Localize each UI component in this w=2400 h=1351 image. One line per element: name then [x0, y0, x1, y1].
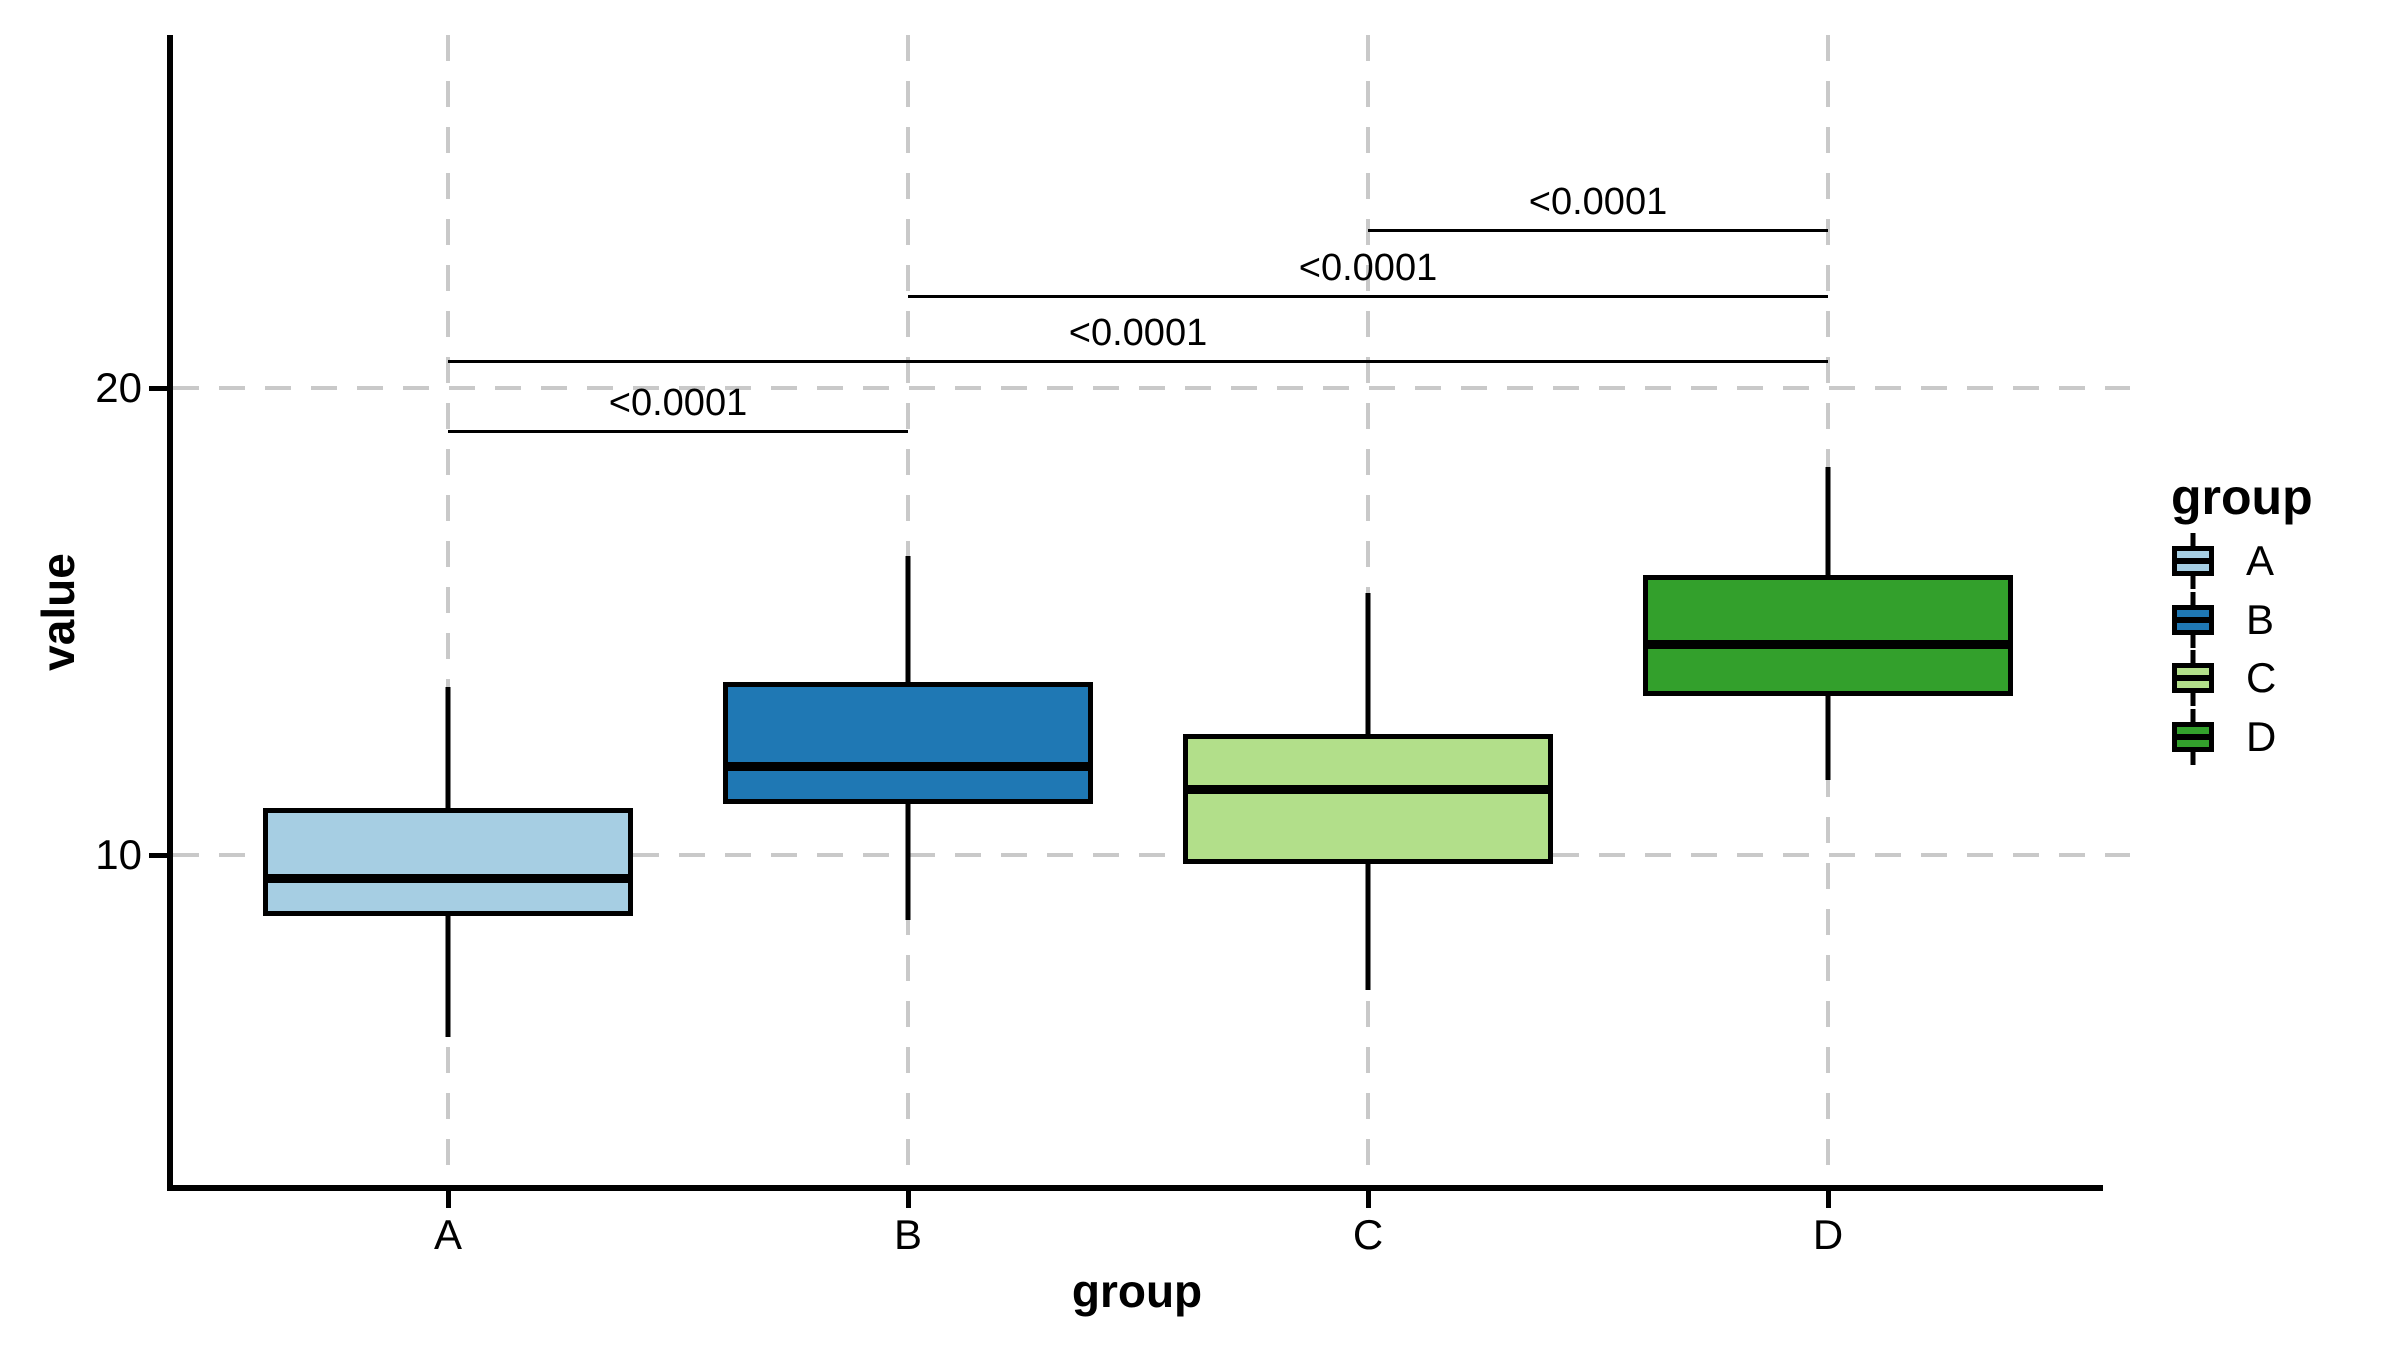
- legend-label-A: A: [2246, 537, 2275, 584]
- legend-glyph-median: [2177, 675, 2209, 681]
- median-line-C: [1183, 785, 1553, 795]
- median-line-D: [1643, 640, 2013, 650]
- median-line-B: [723, 761, 1093, 771]
- x-tick-A: [445, 1191, 451, 1208]
- median-line-A: [263, 873, 633, 883]
- x-axis-title: group: [1071, 1265, 1203, 1317]
- legend-key-C: [2172, 650, 2214, 706]
- y-tick-10: [149, 852, 167, 858]
- x-tick-B: [905, 1191, 911, 1208]
- sig-bracket-AD: [448, 359, 1828, 363]
- legend-glyph-median: [2177, 558, 2209, 564]
- sig-bracket-CD: [1368, 229, 1828, 233]
- sig-label-BD: <0.0001: [1298, 246, 1438, 289]
- gridline-horizontal-10: [173, 853, 2130, 857]
- legend-label-B: B: [2246, 596, 2275, 643]
- x-axis-line: [167, 1185, 2103, 1191]
- gridline-horizontal-20: [173, 386, 2130, 390]
- sig-label-AB: <0.0001: [608, 382, 748, 425]
- legend-label-C: C: [2246, 654, 2277, 701]
- x-tick-label-C: C: [1352, 1211, 1384, 1258]
- x-tick-label-D: D: [1812, 1211, 1844, 1258]
- x-tick-C: [1365, 1191, 1371, 1208]
- x-tick-label-A: A: [433, 1211, 463, 1258]
- legend-key-D: [2172, 709, 2214, 765]
- legend-key-A: [2172, 533, 2214, 589]
- y-axis-title: value: [32, 553, 84, 671]
- sig-bracket-BD: [908, 294, 1828, 298]
- boxplot-box-D: [1643, 574, 2013, 697]
- y-tick-20: [149, 385, 167, 391]
- y-axis-line: [167, 35, 173, 1191]
- y-tick-label-10: 10: [95, 831, 142, 878]
- legend-glyph-median: [2177, 734, 2209, 740]
- x-tick-label-B: B: [893, 1211, 923, 1258]
- y-tick-label-20: 20: [95, 364, 142, 411]
- gridline-vertical-A: [446, 35, 450, 1185]
- legend-title: group: [2171, 469, 2313, 525]
- x-tick-D: [1825, 1191, 1831, 1208]
- legend-glyph-median: [2177, 617, 2209, 623]
- legend-key-B: [2172, 592, 2214, 648]
- boxplot-box-C: [1183, 733, 1553, 865]
- boxplot-box-A: [263, 808, 633, 916]
- legend-label-D: D: [2246, 713, 2277, 760]
- sig-label-AD: <0.0001: [1068, 311, 1208, 354]
- sig-label-CD: <0.0001: [1528, 181, 1668, 224]
- boxplot-box-B: [723, 682, 1093, 804]
- sig-bracket-AB: [448, 430, 908, 434]
